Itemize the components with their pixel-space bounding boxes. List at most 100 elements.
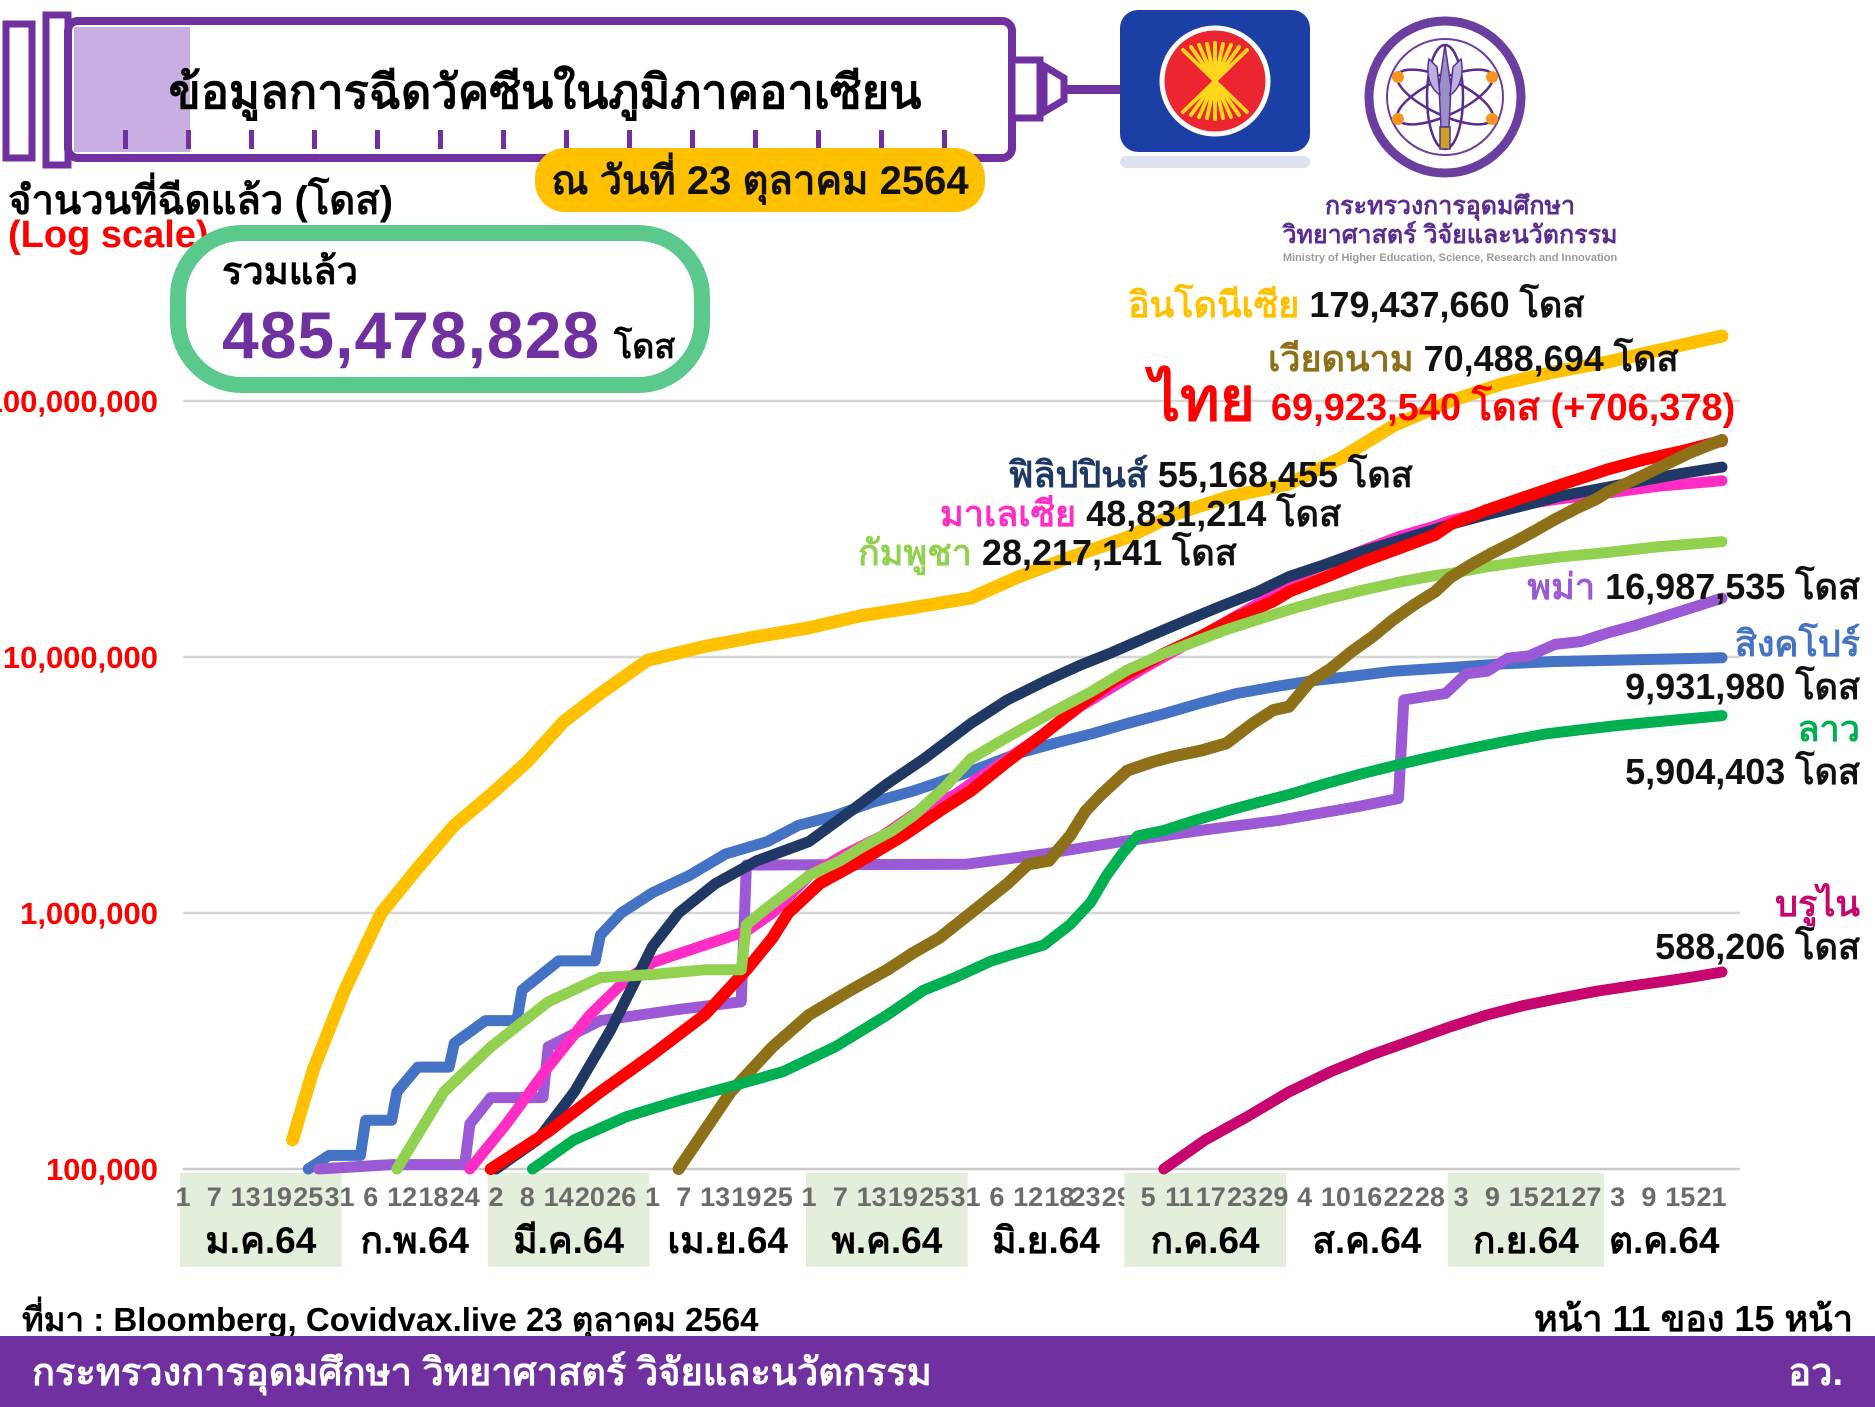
svg-text:ส.ค.64: ส.ค.64 (1312, 1220, 1421, 1261)
svg-text:12: 12 (387, 1182, 417, 1212)
svg-text:2: 2 (488, 1182, 503, 1212)
svg-text:5: 5 (1141, 1182, 1156, 1212)
svg-text:23: 23 (1227, 1182, 1257, 1212)
label-cambodia: กัมพูชา 28,217,141 โดส (858, 532, 1237, 573)
svg-text:13: 13 (700, 1182, 730, 1212)
svg-text:13: 13 (231, 1182, 261, 1212)
total-unit: โดส (614, 328, 676, 366)
flag-reflection (1120, 156, 1310, 168)
svg-text:10,000,000: 10,000,000 (3, 640, 158, 675)
syringe-graphic (2, 11, 1122, 169)
svg-text:28: 28 (1415, 1182, 1445, 1212)
mhesi-name-line1: กระทรวงการอุดมศึกษา (1325, 192, 1575, 220)
svg-text:8: 8 (520, 1182, 535, 1212)
label-thailand: ไทย 69,923,540 โดส (+706,378) (1150, 366, 1736, 433)
page-title: ข้อมูลการฉีดวัคซีนในภูมิภาคอาเซียน (168, 64, 922, 118)
svg-text:21: 21 (1540, 1182, 1570, 1212)
label-brunei: บรูไน 588,206 โดส (1655, 883, 1860, 967)
svg-text:7: 7 (676, 1182, 691, 1212)
svg-text:ก.ค.64: ก.ค.64 (1151, 1220, 1260, 1261)
svg-text:ม.ค.64: ม.ค.64 (205, 1220, 316, 1261)
svg-text:1: 1 (175, 1182, 190, 1212)
svg-text:12: 12 (1013, 1182, 1043, 1212)
svg-text:18: 18 (418, 1182, 448, 1212)
label-malaysia: มาเลเซีย 48,831,214 โดส (940, 493, 1342, 534)
svg-text:ก.พ.64: ก.พ.64 (361, 1220, 470, 1261)
footer-ministry-name: กระทรวงการอุดมศึกษา วิทยาศาสตร์ วิจัยและ… (32, 1352, 932, 1394)
syringe-fill (74, 27, 190, 152)
orbit-electrons (1392, 71, 1498, 125)
svg-text:9: 9 (1485, 1182, 1500, 1212)
svg-text:1: 1 (645, 1182, 660, 1212)
total-doses-box: รวมแล้ว 485,478,828 โดส (170, 225, 710, 393)
svg-text:23: 23 (1071, 1182, 1101, 1212)
svg-text:27: 27 (1571, 1182, 1601, 1212)
svg-text:19: 19 (888, 1182, 918, 1212)
syringe-plunger-end (2, 20, 36, 162)
svg-text:31: 31 (324, 1182, 354, 1212)
svg-text:18: 18 (1044, 1182, 1074, 1212)
page-indicator: หน้า 11 ของ 15 หน้า (1533, 1298, 1853, 1339)
svg-text:เม.ย.64: เม.ย.64 (668, 1220, 789, 1261)
mhesi-name-line2: วิทยาศาสตร์ วิจัยและนวัตกรรม (1282, 221, 1618, 249)
source-citation: ที่มา : Bloomberg, Covidvax.live 23 ตุลา… (22, 1301, 759, 1338)
svg-text:21: 21 (1697, 1182, 1727, 1212)
svg-text:16: 16 (1352, 1182, 1382, 1212)
as-of-date-badge: ณ วันที่ 23 ตุลาคม 2564 (535, 148, 985, 212)
svg-text:9: 9 (1641, 1182, 1656, 1212)
svg-text:4: 4 (1297, 1182, 1312, 1212)
label-indonesia: อินโดนีเซีย 179,437,660 โดส (1128, 284, 1585, 325)
svg-text:29: 29 (1258, 1182, 1288, 1212)
total-label: รวมแล้ว (222, 251, 358, 293)
svg-text:มิ.ย.64: มิ.ย.64 (992, 1220, 1100, 1261)
y-axis-title: จำนวนที่ฉีดแล้ว (โดส) (8, 179, 394, 223)
svg-text:25: 25 (763, 1182, 793, 1212)
svg-text:7: 7 (207, 1182, 222, 1212)
svg-text:11: 11 (1165, 1182, 1194, 1212)
label-myanmar: พม่า 16,987,535 โดส (1527, 566, 1860, 607)
svg-text:20: 20 (575, 1182, 605, 1212)
mhesi-logo (1364, 16, 1526, 178)
syringe-scale-ticks (123, 130, 947, 149)
syringe-nozzle-tip (1040, 59, 1068, 119)
svg-text:25: 25 (919, 1182, 949, 1212)
ministry-footer-bar: กระทรวงการอุดมศึกษา วิทยาศาสตร์ วิจัยและ… (0, 1336, 1875, 1407)
svg-text:19: 19 (731, 1182, 761, 1212)
svg-text:100,000,000: 100,000,000 (0, 384, 158, 419)
log-scale-note: (Log scale) (8, 214, 209, 256)
asean-paddy-sheaf-icon (1181, 41, 1249, 121)
svg-text:ต.ค.64: ต.ค.64 (1609, 1220, 1720, 1261)
syringe-needle (1064, 85, 1122, 94)
svg-text:10: 10 (1321, 1182, 1351, 1212)
svg-text:ก.ย.64: ก.ย.64 (1473, 1220, 1579, 1261)
svg-text:24: 24 (450, 1182, 480, 1212)
svg-text:มี.ค.64: มี.ค.64 (513, 1220, 624, 1261)
trident-icon (1427, 44, 1463, 150)
svg-text:19: 19 (262, 1182, 292, 1212)
svg-text:26: 26 (606, 1182, 636, 1212)
label-laos: ลาว 5,904,403 โดส (1625, 708, 1860, 792)
svg-text:100,000: 100,000 (46, 1152, 158, 1187)
label-philippines: ฟิลิปปินส์ 55,168,455 โดส (1008, 454, 1413, 495)
svg-text:17: 17 (1196, 1182, 1226, 1212)
svg-text:3: 3 (1610, 1182, 1625, 1212)
svg-text:14: 14 (544, 1182, 574, 1212)
svg-text:3: 3 (1454, 1182, 1469, 1212)
mhesi-name-english: Ministry of Higher Education, Science, R… (1282, 252, 1618, 264)
asean-flag (1120, 10, 1310, 168)
svg-text:25: 25 (293, 1182, 323, 1212)
svg-text:พ.ค.64: พ.ค.64 (831, 1220, 942, 1261)
syringe-nozzle (1008, 56, 1044, 122)
footer-ministry-abbrev: อว. (1788, 1352, 1843, 1394)
label-vietnam: เวียดนาม 70,488,694 โดส (1268, 338, 1679, 379)
svg-text:7: 7 (833, 1182, 848, 1212)
svg-text:1: 1 (802, 1182, 817, 1212)
svg-text:6: 6 (363, 1182, 378, 1212)
total-value: 485,478,828 (222, 298, 601, 372)
svg-text:22: 22 (1384, 1182, 1414, 1212)
label-singapore: สิงคโปร์ 9,931,980 โดส (1625, 623, 1860, 707)
svg-text:1,000,000: 1,000,000 (20, 896, 158, 931)
svg-text:15: 15 (1665, 1182, 1695, 1212)
